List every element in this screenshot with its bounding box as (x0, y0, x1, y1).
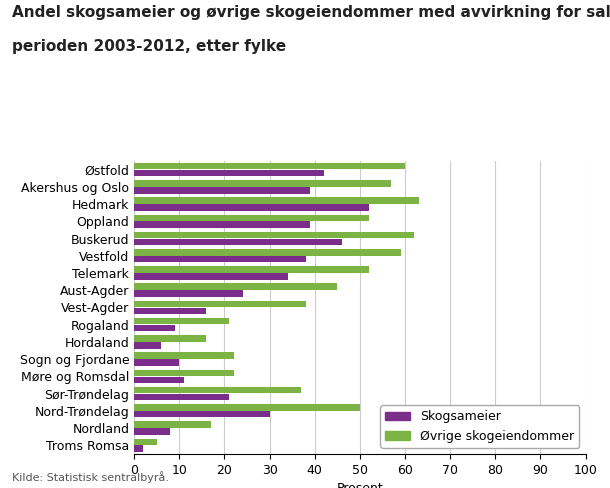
Bar (134, 215, 369, 221)
Bar (134, 359, 179, 366)
Bar (134, 439, 157, 445)
Bar (134, 325, 175, 331)
Bar (134, 342, 161, 348)
Bar (134, 352, 234, 359)
Bar (134, 394, 229, 400)
Bar (134, 307, 206, 314)
Bar (134, 387, 301, 393)
Bar (134, 273, 288, 280)
Bar (134, 163, 405, 169)
Bar (134, 301, 306, 307)
Legend: Skogsameier, Øvrige skogeiendommer: Skogsameier, Øvrige skogeiendommer (380, 406, 580, 447)
Bar (134, 404, 360, 410)
Bar (134, 204, 369, 211)
Text: Andel skogsameier og øvrige skogeiendommer med avvirkning for salg i: Andel skogsameier og øvrige skogeiendomm… (12, 5, 610, 20)
Bar (134, 290, 243, 297)
Text: Kilde: Statistisk sentralbyrå.: Kilde: Statistisk sentralbyrå. (12, 471, 169, 483)
Bar (134, 446, 143, 452)
Bar (134, 232, 414, 238)
X-axis label: Prosent: Prosent (337, 482, 383, 488)
Bar (134, 239, 342, 245)
Text: perioden 2003-2012, etter fylke: perioden 2003-2012, etter fylke (12, 39, 286, 54)
Bar (134, 222, 310, 228)
Bar (134, 369, 234, 376)
Bar (134, 335, 206, 342)
Bar (134, 249, 401, 256)
Bar (134, 187, 310, 194)
Bar (134, 428, 170, 435)
Bar (134, 256, 306, 263)
Bar (134, 318, 229, 325)
Bar (134, 197, 418, 204)
Bar (134, 411, 270, 418)
Bar (134, 266, 369, 273)
Bar (134, 284, 337, 290)
Bar (134, 377, 184, 383)
Bar (134, 421, 211, 428)
Bar (134, 180, 392, 187)
Bar (134, 170, 324, 176)
